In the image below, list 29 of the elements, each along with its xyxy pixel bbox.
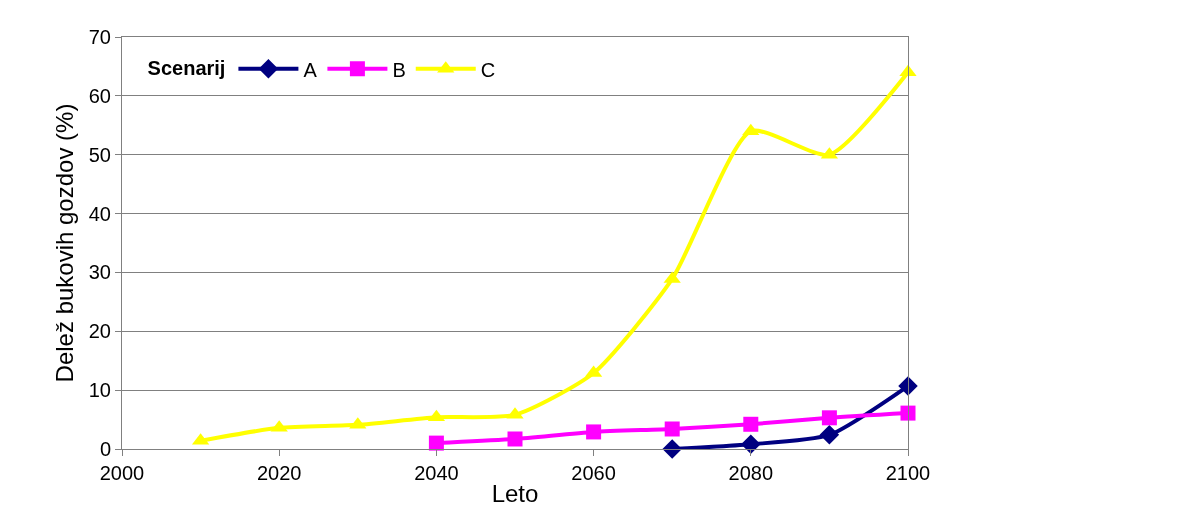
x-axis-title: Leto [491, 480, 539, 508]
x-tick-label: 2000 [99, 462, 145, 484]
y-tick-label: 70 [88, 26, 111, 48]
y-tick-label: 20 [88, 320, 111, 343]
y-tick-label: 0 [99, 438, 111, 460]
x-tick-label: 2020 [256, 462, 302, 484]
x-tick-label: 2100 [885, 462, 931, 484]
legend-label: C [480, 58, 496, 81]
point [741, 434, 761, 455]
y-tick-label: 50 [88, 143, 111, 166]
point [428, 435, 444, 451]
y-tick-label: 10 [88, 379, 111, 402]
point [900, 405, 916, 421]
y-axis-title: Delež bukovih gozdov (%) [50, 103, 78, 383]
legend-label: A [303, 58, 318, 81]
legend-label: B [392, 58, 406, 81]
point [821, 410, 837, 426]
x-tick-label: 2040 [414, 462, 459, 484]
point [507, 431, 523, 447]
x-tick-label: 2060 [571, 462, 616, 484]
y-tick-label: 60 [88, 84, 111, 107]
y-tick-label: 30 [88, 261, 111, 284]
point [743, 416, 759, 432]
point [819, 425, 840, 445]
legend-title: Scenarij [147, 57, 226, 80]
y-tick-label: 40 [88, 202, 111, 225]
point [664, 421, 680, 437]
x-tick-label: 2080 [728, 462, 774, 484]
point [586, 424, 602, 440]
